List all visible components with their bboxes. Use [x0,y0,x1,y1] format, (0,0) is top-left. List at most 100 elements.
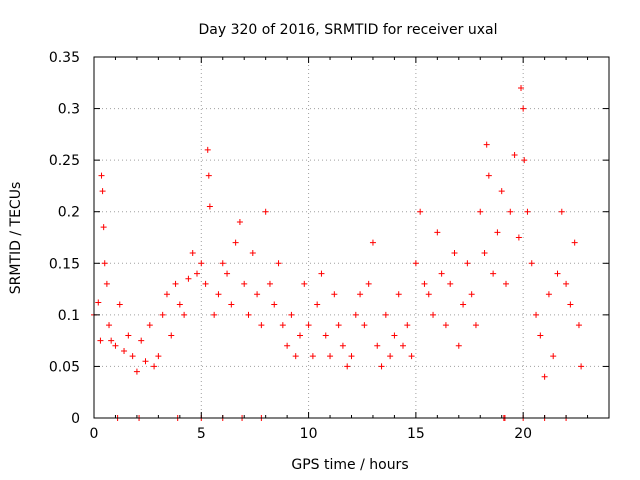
data-point [554,270,561,277]
data-point [464,260,471,267]
data-point [434,229,441,236]
data-point [318,270,325,277]
data-point [125,332,132,339]
data-point [279,322,286,329]
data-point [314,301,321,308]
data-point [100,224,107,231]
data-point [447,280,454,287]
data-point [206,203,213,210]
data-point [292,353,299,360]
data-point [515,234,522,241]
data-point [387,353,394,360]
data-point [271,301,278,308]
data-point [159,311,166,318]
data-point [163,291,170,298]
data-point [309,353,316,360]
data-point [284,342,291,349]
data-point [108,337,115,344]
data-point [297,332,303,339]
x-tick-label: 10 [300,426,318,442]
data-point [404,322,411,329]
y-tick-label: 0 [71,411,80,427]
data-point [97,337,104,344]
data-point [382,311,389,318]
data-point [129,353,136,360]
data-point [146,322,153,329]
data-point [357,291,364,298]
data-point [95,299,102,306]
data-point [563,280,570,287]
data-point [249,249,256,256]
data-point [442,322,449,329]
data-point [241,280,248,287]
y-tick-label: 0.3 [58,102,80,118]
data-point [266,280,273,287]
data-point [262,208,269,215]
y-tick-label: 0.25 [49,153,80,169]
axis-ticks: 0 5 10 15 20 0 0.05 0.1 0.15 0.2 0.25 0.3 0.35 [49,50,609,442]
y-tick-label: 0.15 [49,256,80,272]
data-point [275,260,282,267]
data-point [528,260,535,267]
data-point [391,332,398,339]
y-tick-label: 0.2 [58,205,80,221]
data-point [361,322,368,329]
x-axis-label: GPS time / hours [291,457,408,473]
data-point [518,84,525,91]
data-point [507,208,514,215]
data-point [511,151,518,158]
data-point [116,301,123,308]
data-point [138,337,145,344]
data-point [335,322,342,329]
data-point [558,208,565,215]
y-tick-label: 0.1 [58,308,80,324]
data-point [99,188,106,195]
data-point [344,363,351,370]
data-point [417,208,424,215]
grid-lines [94,57,609,418]
data-point [254,291,261,298]
data-point [365,280,372,287]
data-point [477,208,484,215]
data-point [98,172,105,179]
data-point [524,208,531,215]
x-tick-label: 20 [514,426,532,442]
data-point [541,373,548,380]
data-point [155,353,162,360]
data-point [400,342,406,349]
data-point [460,301,467,308]
data-point [181,311,188,318]
data-point [550,353,557,360]
data-point [327,353,334,360]
data-point [232,239,239,246]
data-point [185,275,192,282]
data-point [578,363,585,370]
data-point [331,291,338,298]
data-point [215,291,222,298]
data-point [202,280,209,287]
data-point [455,342,462,349]
data-point [258,322,265,329]
data-point [571,239,578,246]
data-point [374,342,381,349]
y-tick-label: 0.05 [49,359,80,375]
data-point [421,280,428,287]
data-point [211,311,218,318]
data-point [219,260,226,267]
data-point [224,270,231,277]
x-tick-label: 15 [407,426,425,442]
data-point [503,280,509,287]
data-point [485,172,492,179]
data-point [106,322,113,329]
data-point [112,342,119,349]
data-point [490,270,497,277]
data-point [483,141,490,148]
data-point [408,353,415,360]
data-point [468,291,475,298]
data-point [533,311,540,318]
data-point [425,291,432,298]
data-point [189,249,196,256]
y-tick-label: 0.35 [49,50,80,66]
data-point [537,332,544,339]
